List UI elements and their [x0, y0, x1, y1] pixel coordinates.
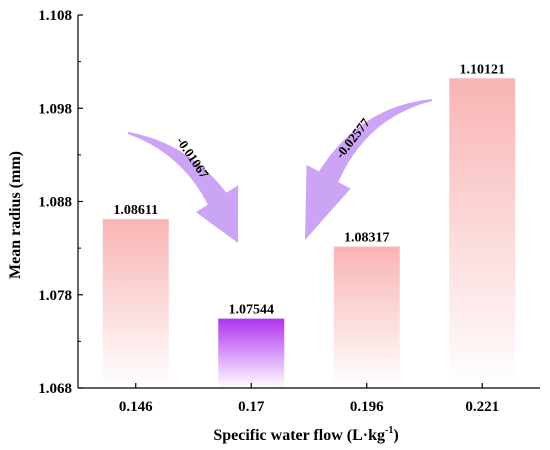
bar-0.17	[218, 318, 285, 388]
annotation-arrow-right	[305, 99, 433, 241]
bar-0.221	[449, 78, 516, 389]
axes: 1.068 1.078 1.088 1.098 1.108 0.146 0.17 0.196 0…	[38, 8, 540, 415]
x-axis-title-close: )	[393, 427, 398, 444]
x-axis-title-main: Specific water flow (L·kg	[213, 427, 385, 444]
x-axis-title-sup: -1	[385, 425, 393, 436]
y-tick-label: 1.068	[38, 381, 72, 397]
y-tick-label: 1.098	[38, 101, 72, 117]
data-label-0.196: 1.08317	[344, 231, 390, 246]
y-tick-label: 1.078	[38, 288, 72, 304]
x-tick-label-0.146: 0.146	[119, 399, 153, 415]
bar-0.196	[333, 246, 400, 388]
y-tick-label: 1.088	[38, 195, 72, 211]
x-tick-label-0.196: 0.196	[350, 399, 384, 415]
annotation-arrow-left	[127, 132, 239, 243]
x-tick-label-0.17: 0.17	[238, 399, 265, 415]
y-axis-title: Mean radius (mm)	[7, 151, 24, 279]
annotation-arrows: -0.01067 -0.02577	[127, 99, 433, 243]
value-labels: 1.08611 1.07544 1.08317 1.10121	[113, 62, 505, 317]
y-tick-label: 1.108	[38, 8, 72, 24]
bar-0.146	[102, 219, 169, 388]
x-axis-title: Specific water flow (L·kg-1)	[213, 425, 398, 444]
data-label-0.221: 1.10121	[460, 62, 506, 77]
x-tick-label-0.221: 0.221	[465, 399, 499, 415]
bars	[102, 78, 516, 389]
data-label-0.146: 1.08611	[113, 203, 158, 218]
data-label-0.17: 1.07544	[229, 303, 275, 318]
